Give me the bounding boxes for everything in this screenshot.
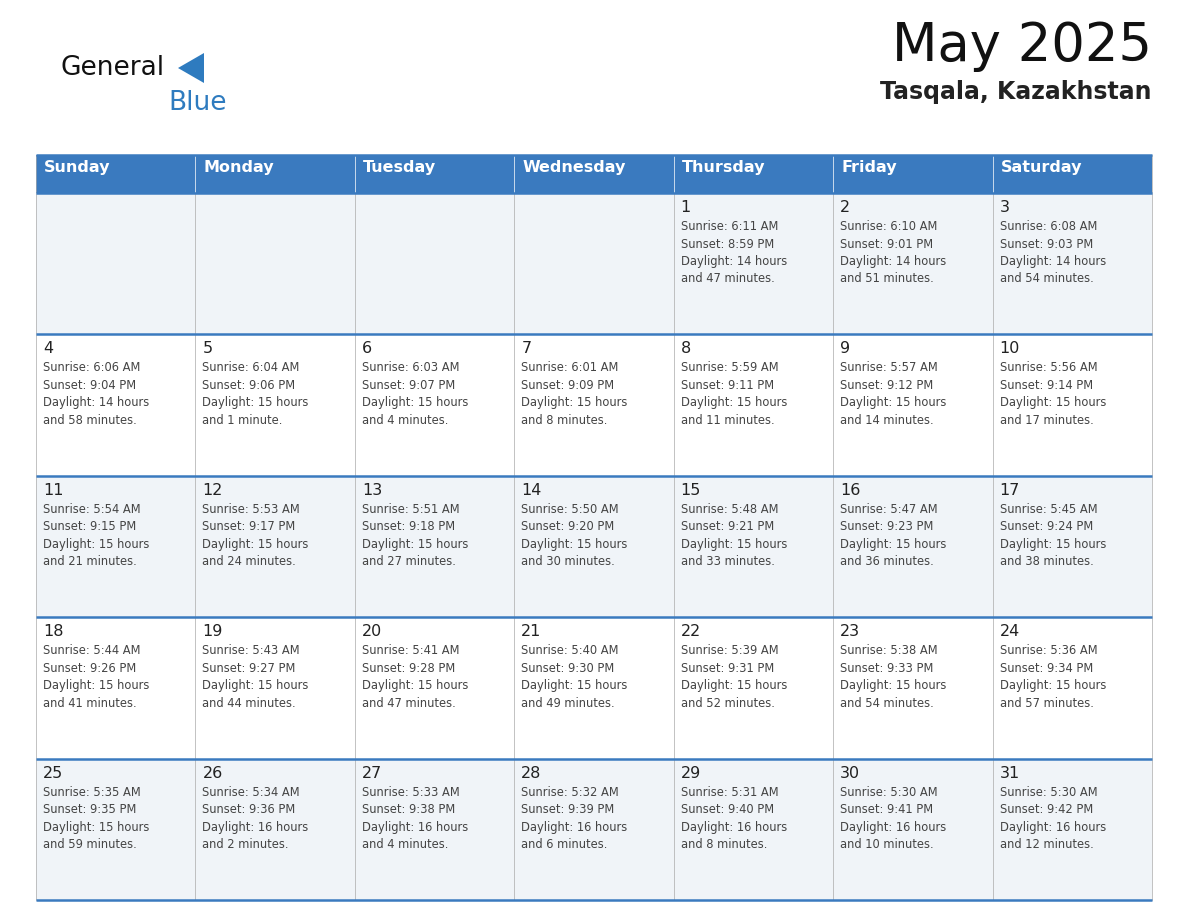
- Text: 21: 21: [522, 624, 542, 639]
- Text: Sunrise: 5:57 AM
Sunset: 9:12 PM
Daylight: 15 hours
and 14 minutes.: Sunrise: 5:57 AM Sunset: 9:12 PM Dayligh…: [840, 362, 947, 427]
- Text: 13: 13: [362, 483, 383, 498]
- Text: 12: 12: [202, 483, 223, 498]
- Text: Saturday: Saturday: [1000, 160, 1082, 175]
- Text: Sunrise: 6:06 AM
Sunset: 9:04 PM
Daylight: 14 hours
and 58 minutes.: Sunrise: 6:06 AM Sunset: 9:04 PM Dayligh…: [43, 362, 150, 427]
- Text: Friday: Friday: [841, 160, 897, 175]
- Text: Thursday: Thursday: [682, 160, 765, 175]
- Text: Sunrise: 5:44 AM
Sunset: 9:26 PM
Daylight: 15 hours
and 41 minutes.: Sunrise: 5:44 AM Sunset: 9:26 PM Dayligh…: [43, 644, 150, 710]
- Text: Sunrise: 5:30 AM
Sunset: 9:41 PM
Daylight: 16 hours
and 10 minutes.: Sunrise: 5:30 AM Sunset: 9:41 PM Dayligh…: [840, 786, 947, 851]
- Text: 14: 14: [522, 483, 542, 498]
- Text: Sunrise: 5:40 AM
Sunset: 9:30 PM
Daylight: 15 hours
and 49 minutes.: Sunrise: 5:40 AM Sunset: 9:30 PM Dayligh…: [522, 644, 627, 710]
- Text: Blue: Blue: [168, 90, 227, 116]
- Text: Sunrise: 5:35 AM
Sunset: 9:35 PM
Daylight: 15 hours
and 59 minutes.: Sunrise: 5:35 AM Sunset: 9:35 PM Dayligh…: [43, 786, 150, 851]
- Text: 31: 31: [999, 766, 1019, 780]
- Text: Sunday: Sunday: [44, 160, 110, 175]
- Bar: [36, 193, 1152, 334]
- Text: Sunrise: 6:08 AM
Sunset: 9:03 PM
Daylight: 14 hours
and 54 minutes.: Sunrise: 6:08 AM Sunset: 9:03 PM Dayligh…: [999, 220, 1106, 285]
- Text: Monday: Monday: [203, 160, 274, 175]
- Text: Wednesday: Wednesday: [523, 160, 626, 175]
- Text: 7: 7: [522, 341, 531, 356]
- Bar: [36, 617, 1152, 758]
- Text: Sunrise: 5:56 AM
Sunset: 9:14 PM
Daylight: 15 hours
and 17 minutes.: Sunrise: 5:56 AM Sunset: 9:14 PM Dayligh…: [999, 362, 1106, 427]
- Text: Sunrise: 6:11 AM
Sunset: 8:59 PM
Daylight: 14 hours
and 47 minutes.: Sunrise: 6:11 AM Sunset: 8:59 PM Dayligh…: [681, 220, 786, 285]
- Bar: [36, 758, 1152, 900]
- Text: 29: 29: [681, 766, 701, 780]
- Text: Sunrise: 6:01 AM
Sunset: 9:09 PM
Daylight: 15 hours
and 8 minutes.: Sunrise: 6:01 AM Sunset: 9:09 PM Dayligh…: [522, 362, 627, 427]
- Text: 9: 9: [840, 341, 851, 356]
- Text: Sunrise: 5:47 AM
Sunset: 9:23 PM
Daylight: 15 hours
and 36 minutes.: Sunrise: 5:47 AM Sunset: 9:23 PM Dayligh…: [840, 503, 947, 568]
- Text: 1: 1: [681, 200, 691, 215]
- Text: General: General: [61, 55, 164, 81]
- Text: Sunrise: 5:38 AM
Sunset: 9:33 PM
Daylight: 15 hours
and 54 minutes.: Sunrise: 5:38 AM Sunset: 9:33 PM Dayligh…: [840, 644, 947, 710]
- Text: Tuesday: Tuesday: [362, 160, 436, 175]
- Text: Sunrise: 5:51 AM
Sunset: 9:18 PM
Daylight: 15 hours
and 27 minutes.: Sunrise: 5:51 AM Sunset: 9:18 PM Dayligh…: [362, 503, 468, 568]
- Text: 3: 3: [999, 200, 1010, 215]
- Text: 28: 28: [522, 766, 542, 780]
- Bar: [36, 476, 1152, 617]
- Text: Sunrise: 5:41 AM
Sunset: 9:28 PM
Daylight: 15 hours
and 47 minutes.: Sunrise: 5:41 AM Sunset: 9:28 PM Dayligh…: [362, 644, 468, 710]
- Text: 6: 6: [362, 341, 372, 356]
- Text: 17: 17: [999, 483, 1020, 498]
- Text: Sunrise: 5:39 AM
Sunset: 9:31 PM
Daylight: 15 hours
and 52 minutes.: Sunrise: 5:39 AM Sunset: 9:31 PM Dayligh…: [681, 644, 788, 710]
- Bar: [36, 334, 1152, 476]
- Text: Sunrise: 5:31 AM
Sunset: 9:40 PM
Daylight: 16 hours
and 8 minutes.: Sunrise: 5:31 AM Sunset: 9:40 PM Dayligh…: [681, 786, 786, 851]
- Text: 18: 18: [43, 624, 63, 639]
- Text: 11: 11: [43, 483, 63, 498]
- Bar: [36, 155, 1152, 193]
- Text: 2: 2: [840, 200, 851, 215]
- Text: Sunrise: 5:32 AM
Sunset: 9:39 PM
Daylight: 16 hours
and 6 minutes.: Sunrise: 5:32 AM Sunset: 9:39 PM Dayligh…: [522, 786, 627, 851]
- Polygon shape: [178, 53, 204, 83]
- Text: 5: 5: [202, 341, 213, 356]
- Text: Sunrise: 5:30 AM
Sunset: 9:42 PM
Daylight: 16 hours
and 12 minutes.: Sunrise: 5:30 AM Sunset: 9:42 PM Dayligh…: [999, 786, 1106, 851]
- Text: Sunrise: 5:54 AM
Sunset: 9:15 PM
Daylight: 15 hours
and 21 minutes.: Sunrise: 5:54 AM Sunset: 9:15 PM Dayligh…: [43, 503, 150, 568]
- Text: 26: 26: [202, 766, 222, 780]
- Text: Sunrise: 5:48 AM
Sunset: 9:21 PM
Daylight: 15 hours
and 33 minutes.: Sunrise: 5:48 AM Sunset: 9:21 PM Dayligh…: [681, 503, 788, 568]
- Text: Sunrise: 5:45 AM
Sunset: 9:24 PM
Daylight: 15 hours
and 38 minutes.: Sunrise: 5:45 AM Sunset: 9:24 PM Dayligh…: [999, 503, 1106, 568]
- Text: Sunrise: 6:04 AM
Sunset: 9:06 PM
Daylight: 15 hours
and 1 minute.: Sunrise: 6:04 AM Sunset: 9:06 PM Dayligh…: [202, 362, 309, 427]
- Text: Sunrise: 5:43 AM
Sunset: 9:27 PM
Daylight: 15 hours
and 44 minutes.: Sunrise: 5:43 AM Sunset: 9:27 PM Dayligh…: [202, 644, 309, 710]
- Text: May 2025: May 2025: [892, 20, 1152, 72]
- Text: 30: 30: [840, 766, 860, 780]
- Text: Sunrise: 5:33 AM
Sunset: 9:38 PM
Daylight: 16 hours
and 4 minutes.: Sunrise: 5:33 AM Sunset: 9:38 PM Dayligh…: [362, 786, 468, 851]
- Text: 16: 16: [840, 483, 860, 498]
- Text: 4: 4: [43, 341, 53, 356]
- Text: Sunrise: 6:10 AM
Sunset: 9:01 PM
Daylight: 14 hours
and 51 minutes.: Sunrise: 6:10 AM Sunset: 9:01 PM Dayligh…: [840, 220, 947, 285]
- Text: 27: 27: [362, 766, 383, 780]
- Text: Sunrise: 5:34 AM
Sunset: 9:36 PM
Daylight: 16 hours
and 2 minutes.: Sunrise: 5:34 AM Sunset: 9:36 PM Dayligh…: [202, 786, 309, 851]
- Text: 25: 25: [43, 766, 63, 780]
- Text: 24: 24: [999, 624, 1019, 639]
- Text: 20: 20: [362, 624, 383, 639]
- Text: 22: 22: [681, 624, 701, 639]
- Text: 23: 23: [840, 624, 860, 639]
- Text: Sunrise: 6:03 AM
Sunset: 9:07 PM
Daylight: 15 hours
and 4 minutes.: Sunrise: 6:03 AM Sunset: 9:07 PM Dayligh…: [362, 362, 468, 427]
- Text: 8: 8: [681, 341, 691, 356]
- Text: 10: 10: [999, 341, 1020, 356]
- Text: 15: 15: [681, 483, 701, 498]
- Text: Sunrise: 5:36 AM
Sunset: 9:34 PM
Daylight: 15 hours
and 57 minutes.: Sunrise: 5:36 AM Sunset: 9:34 PM Dayligh…: [999, 644, 1106, 710]
- Text: 19: 19: [202, 624, 223, 639]
- Text: Sunrise: 5:53 AM
Sunset: 9:17 PM
Daylight: 15 hours
and 24 minutes.: Sunrise: 5:53 AM Sunset: 9:17 PM Dayligh…: [202, 503, 309, 568]
- Text: Sunrise: 5:59 AM
Sunset: 9:11 PM
Daylight: 15 hours
and 11 minutes.: Sunrise: 5:59 AM Sunset: 9:11 PM Dayligh…: [681, 362, 788, 427]
- Text: Sunrise: 5:50 AM
Sunset: 9:20 PM
Daylight: 15 hours
and 30 minutes.: Sunrise: 5:50 AM Sunset: 9:20 PM Dayligh…: [522, 503, 627, 568]
- Text: Tasqala, Kazakhstan: Tasqala, Kazakhstan: [880, 80, 1152, 104]
